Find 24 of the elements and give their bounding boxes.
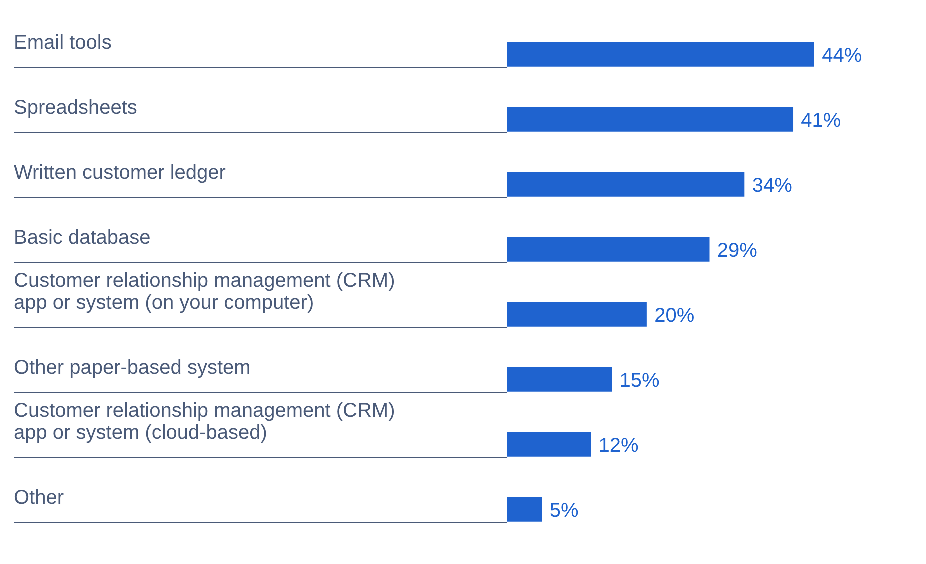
y-tick-label: Other (14, 487, 64, 510)
bar (507, 432, 592, 457)
y-tick-label: Other paper-based system (14, 357, 251, 380)
y-tick-label: Email tools (14, 32, 112, 54)
y-tick-label: Customer relationship management (CRM) app or system (cloud-based) (14, 400, 396, 444)
y-tick-label: Basic database (14, 227, 151, 250)
data-label: 41% (801, 110, 842, 132)
bar (507, 367, 612, 392)
bar (507, 302, 647, 327)
data-label: 29% (717, 240, 758, 262)
bar (507, 42, 814, 67)
bar (507, 107, 794, 132)
data-label: 34% (752, 175, 793, 198)
bar (507, 497, 542, 522)
y-tick-label: Spreadsheets (14, 97, 138, 120)
data-label: 44% (822, 45, 862, 68)
y-tick-label: Customer relationship management (CRM) app or system (on your computer) (14, 270, 396, 314)
y-tick-label: Written customer ledger (14, 162, 226, 184)
data-label: 5% (550, 500, 580, 522)
data-label: 15% (620, 370, 660, 392)
bar (507, 237, 710, 262)
bar (507, 172, 745, 197)
data-label: 12% (598, 435, 640, 458)
data-label: 20% (654, 305, 695, 328)
